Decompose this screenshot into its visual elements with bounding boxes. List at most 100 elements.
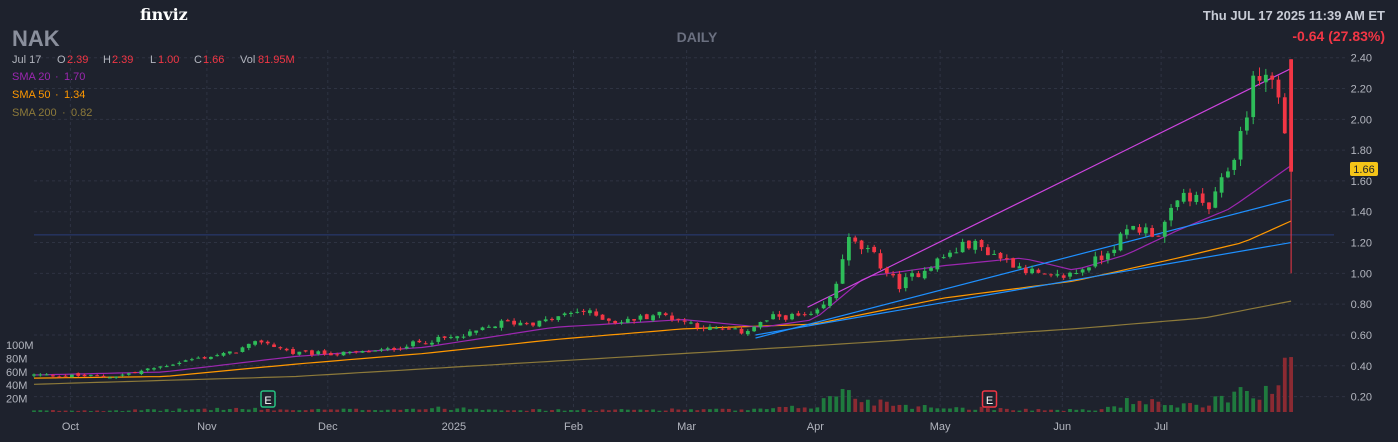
volume-bar	[133, 409, 137, 412]
candle-body	[1055, 274, 1060, 276]
price-tick-label: 2.40	[1351, 53, 1372, 65]
volume-bar	[1289, 357, 1293, 412]
candle-body	[499, 320, 504, 328]
sma200-label[interactable]: SMA 200	[12, 107, 57, 119]
volume-bar	[922, 405, 927, 412]
volume-bar	[1030, 410, 1034, 412]
candle-body	[967, 240, 971, 249]
candle-body	[916, 273, 921, 278]
trendlines	[755, 67, 1292, 339]
volume-bar	[152, 409, 156, 412]
brand-logo[interactable]: finviz	[140, 5, 188, 24]
volume-bar	[76, 410, 81, 412]
candle-body	[764, 320, 769, 322]
candle-body	[152, 368, 156, 370]
volume-bar	[575, 410, 580, 412]
trendline-support-1[interactable]	[755, 198, 1292, 339]
candle-body	[518, 322, 523, 326]
volume-bar	[878, 399, 883, 412]
volume-bar	[1219, 395, 1224, 412]
volume-bar	[1080, 409, 1085, 412]
volume-bar	[303, 410, 308, 412]
candle-body	[297, 351, 302, 355]
volume-bar	[417, 409, 422, 412]
volume-bar	[215, 407, 220, 412]
volume-bar	[973, 409, 978, 412]
volume-bar	[657, 410, 662, 412]
volume-bar	[449, 409, 453, 412]
candle-body	[1251, 75, 1256, 118]
volume-bar	[670, 408, 674, 412]
candle-body	[663, 313, 668, 316]
volume-bar	[1049, 409, 1053, 412]
candle-body	[335, 354, 340, 356]
earnings-marker[interactable]	[260, 390, 276, 408]
candle-body	[979, 240, 984, 248]
earnings-marker[interactable]	[981, 390, 998, 408]
volume-bar	[1118, 407, 1123, 412]
candle-body	[783, 315, 788, 320]
volume-bar	[985, 408, 990, 412]
volume-bar	[322, 409, 327, 412]
volume-value: 81.95M	[258, 54, 295, 66]
volume-bar	[840, 388, 845, 412]
volume-bar	[638, 409, 643, 412]
trendline-support-2[interactable]	[755, 241, 1292, 336]
sma20-value: 1.70	[64, 71, 85, 83]
candle-body	[790, 313, 794, 320]
candle-body	[164, 366, 169, 368]
candle-body	[291, 349, 295, 354]
sma50-label[interactable]: SMA 50	[12, 89, 51, 101]
sma200-line	[33, 300, 1292, 385]
candle-body	[714, 327, 719, 329]
candle-body	[114, 376, 119, 378]
volume-bar	[190, 409, 194, 412]
date-axis: Oct Nov Dec 2025 Feb Mar Apr May Jun Jul	[62, 421, 1168, 433]
date-tick-label: May	[930, 421, 951, 433]
candle-body	[543, 319, 548, 322]
sma20-label[interactable]: SMA 20	[12, 71, 51, 83]
low-value: 1.00	[158, 54, 179, 66]
candle-body	[739, 328, 744, 334]
trendline-resistance[interactable]	[807, 67, 1292, 308]
volume-bar	[891, 405, 896, 412]
price-tick-label: 1.20	[1351, 238, 1372, 250]
candle-body	[1143, 227, 1148, 234]
sma200-value: 0.82	[71, 107, 92, 119]
candle-body	[600, 314, 605, 320]
ticker-symbol[interactable]: NAK	[12, 26, 60, 51]
volume-bar	[120, 411, 125, 412]
candle-body	[145, 368, 150, 371]
candle-body	[385, 348, 390, 350]
volume-bar	[227, 409, 232, 412]
volume-bar	[625, 409, 630, 412]
date-tick-label: Oct	[62, 421, 79, 433]
volume-bar	[619, 409, 624, 412]
candle-body	[1017, 266, 1022, 269]
volume-bar	[764, 409, 769, 412]
date-tick-label: Nov	[197, 421, 217, 433]
candle-body	[82, 374, 87, 377]
candle-body	[1257, 76, 1262, 81]
volume-bar	[366, 409, 371, 412]
volume-bar	[1068, 409, 1072, 412]
candle-body	[1074, 272, 1079, 274]
volume-bar	[733, 410, 738, 412]
candle-body	[556, 316, 561, 320]
volume-bar	[531, 409, 535, 412]
candle-body	[1112, 249, 1117, 254]
date-tick-label: Dec	[318, 421, 338, 433]
candle-body	[398, 348, 403, 350]
volume-bar	[859, 402, 864, 412]
volume-bar	[998, 408, 1003, 412]
price-tick-label: 2.20	[1351, 84, 1372, 96]
period-label[interactable]: DAILY	[677, 29, 718, 45]
volume-bar	[183, 410, 188, 412]
volume-bar	[486, 409, 491, 412]
volume-bar	[682, 409, 687, 412]
volume-bar	[676, 409, 681, 412]
ohlc-date: Jul 17	[12, 54, 41, 66]
volume-tick-label: 20M	[6, 394, 27, 406]
candle-body	[76, 373, 81, 376]
